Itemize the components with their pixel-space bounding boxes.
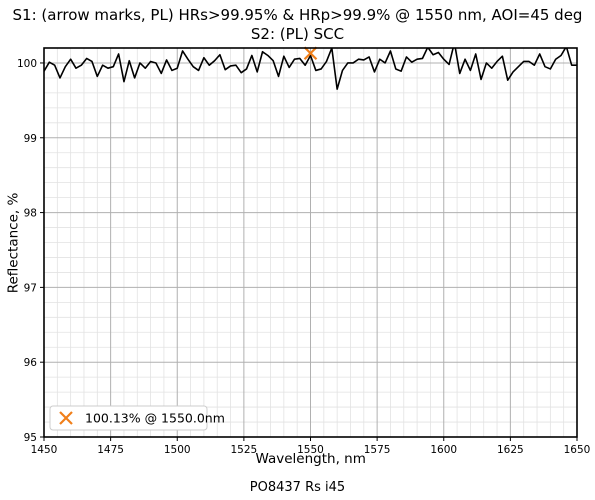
legend: 100.13% @ 1550.0nm <box>49 405 225 431</box>
x-tick-label: 1500 <box>164 444 191 456</box>
legend-box <box>49 405 208 431</box>
ticks-layer: 1450 1475 1500 1525 1550 1575 1600 1625 1650 95 96… <box>17 58 590 456</box>
series-line-1 <box>44 48 577 90</box>
chart-title-line1: S1: (arrow marks, PL) HRs>99.95% & HRp>9… <box>12 6 583 24</box>
x-tick-label: 1475 <box>97 444 124 456</box>
y-axis-label: Reflectance, % <box>4 192 21 293</box>
y-tick-label: 96 <box>24 357 38 369</box>
x-tick-label: 1625 <box>497 444 524 456</box>
x-tick-label: 1600 <box>430 444 457 456</box>
y-tick-label: 99 <box>24 133 37 145</box>
series-layer <box>44 48 577 90</box>
x-tick-label: 1525 <box>231 444 258 456</box>
legend-label: 100.13% @ 1550.0nm <box>85 411 225 426</box>
peak-marker <box>303 46 318 61</box>
y-tick-label: 100 <box>17 58 37 70</box>
y-tick-label: 98 <box>24 208 37 220</box>
x-axis-label: Wavelength, nm <box>255 451 366 467</box>
footer-label: PO8437 Rs i45 <box>249 480 346 495</box>
chart-title-line2: S2: (PL) SCC <box>250 25 345 43</box>
x-tick-label: 1550 <box>297 444 324 456</box>
x-tick-label: 1575 <box>364 444 391 456</box>
legend-marker-icon <box>59 411 73 425</box>
marker-layer <box>303 46 318 61</box>
x-tick-label: 1650 <box>564 444 591 456</box>
y-tick-label: 95 <box>24 432 37 444</box>
x-tick-label: 1450 <box>31 444 58 456</box>
y-tick-label: 97 <box>24 282 37 294</box>
